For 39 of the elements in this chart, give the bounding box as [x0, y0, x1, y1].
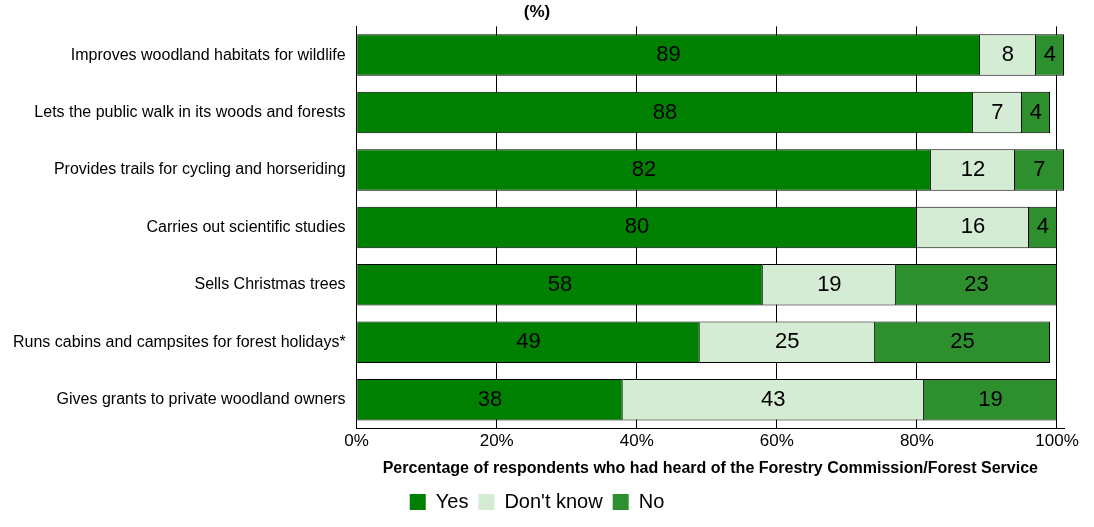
data-label: 23 [964, 270, 989, 296]
y-tick-label: Gives grants to private woodland owners [56, 390, 346, 408]
legend-label: No [638, 489, 665, 512]
data-label: 43 [761, 385, 786, 411]
y-tick-label: Sells Christmas trees [194, 275, 346, 293]
x-tick-label: 0% [344, 431, 369, 451]
legend-label: Yes [435, 489, 469, 512]
y-tick-label: Improves woodland habitats for wildlife [70, 45, 346, 63]
x-tick-label: 20% [479, 431, 514, 451]
legend-label: Don't know [504, 489, 604, 512]
data-label: 12 [960, 156, 986, 182]
data-label: 80 [624, 213, 650, 239]
data-label: 89 [656, 41, 681, 67]
chart-title: (%) [523, 1, 551, 21]
x-axis-title: Percentage of respondents who had heard of the Forestry Commission/Forest Service [382, 458, 1039, 476]
data-label: 4 [1043, 41, 1057, 67]
data-label: 8 [1001, 41, 1015, 67]
y-tick-label: Carries out scientific studies [146, 217, 346, 235]
y-tick-label: Provides trails for cycling and horseriding [53, 160, 346, 178]
data-label: 82 [631, 156, 657, 182]
data-label: 19 [978, 385, 1003, 411]
data-label: 19 [817, 270, 842, 296]
x-tick-label: 100% [1035, 431, 1079, 451]
data-label: 7 [991, 98, 1004, 124]
y-tick-label: Lets the public walk in its woods and forests [34, 102, 346, 120]
data-label: 25 [775, 328, 800, 354]
data-label: 58 [547, 270, 573, 296]
data-label: 88 [652, 98, 678, 124]
x-tick-label: 60% [759, 431, 794, 451]
data-label: 4 [1036, 213, 1050, 239]
y-tick-label: Runs cabins and campsites for forest holidays* [13, 332, 346, 350]
data-label: 7 [1033, 156, 1046, 182]
data-label: 49 [516, 328, 541, 354]
data-label: 4 [1029, 98, 1043, 124]
data-label: 25 [950, 328, 975, 354]
x-tick-label: 40% [619, 431, 654, 451]
data-label: 38 [477, 385, 503, 411]
x-tick-label: 80% [899, 431, 934, 451]
data-label: 16 [960, 213, 986, 239]
